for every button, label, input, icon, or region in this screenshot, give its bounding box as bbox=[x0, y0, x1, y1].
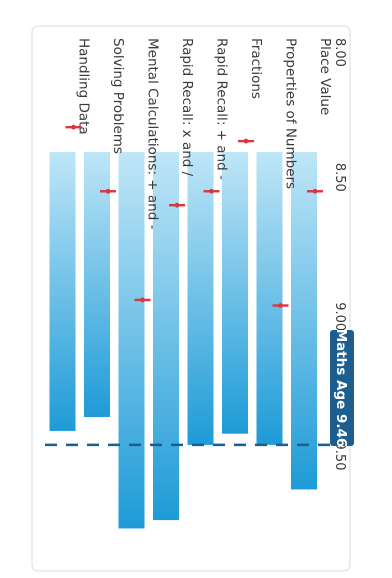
reference-badge-label: Maths Age 9.46 bbox=[333, 329, 349, 448]
tick-label: 9.00 bbox=[332, 302, 347, 331]
value-axis: 8.00 8.50 9.00 9.50 bbox=[332, 38, 347, 470]
category-label: Properties of Numbers bbox=[283, 38, 299, 189]
bar bbox=[291, 152, 317, 490]
category-label: Rapid Recall: x and / bbox=[179, 38, 195, 177]
bar bbox=[153, 152, 179, 521]
score-marker-dot bbox=[243, 138, 249, 144]
score-marker-dot bbox=[140, 297, 145, 303]
score-marker-dot bbox=[174, 202, 180, 208]
bar bbox=[118, 152, 145, 529]
bar bbox=[256, 152, 283, 445]
bar bbox=[49, 152, 76, 431]
score-marker-dot bbox=[278, 303, 283, 308]
score-marker-dot bbox=[105, 188, 111, 194]
tick-label: 8.50 bbox=[332, 163, 347, 192]
chart-plot-area: 8.00 8.50 9.00 9.50 Place Value Properties o… bbox=[31, 25, 354, 572]
bar bbox=[84, 152, 110, 417]
tick-label: 9.50 bbox=[332, 442, 347, 471]
category-label: Mental Calculations: + and - bbox=[145, 38, 161, 230]
reference-group: Maths Age 9.46 bbox=[40, 329, 354, 448]
category-label: Rapid Recall: + and - bbox=[214, 38, 230, 180]
category-label: Fractions bbox=[248, 38, 264, 99]
reference-badge-pointer bbox=[335, 440, 349, 446]
bar bbox=[187, 152, 214, 445]
tick-label: 8.00 bbox=[332, 38, 347, 67]
reference-badge bbox=[330, 330, 354, 446]
score-marker-dot bbox=[71, 124, 76, 130]
score-marker-dot bbox=[312, 188, 318, 194]
bars-group: Place Value Properties of Numbers Fraction… bbox=[49, 38, 333, 529]
category-label: Place Value bbox=[317, 38, 333, 115]
category-label: Solving Problems bbox=[110, 38, 126, 154]
category-label: Handling Data bbox=[76, 38, 92, 135]
bar bbox=[222, 152, 248, 434]
score-marker-dot bbox=[209, 188, 214, 194]
